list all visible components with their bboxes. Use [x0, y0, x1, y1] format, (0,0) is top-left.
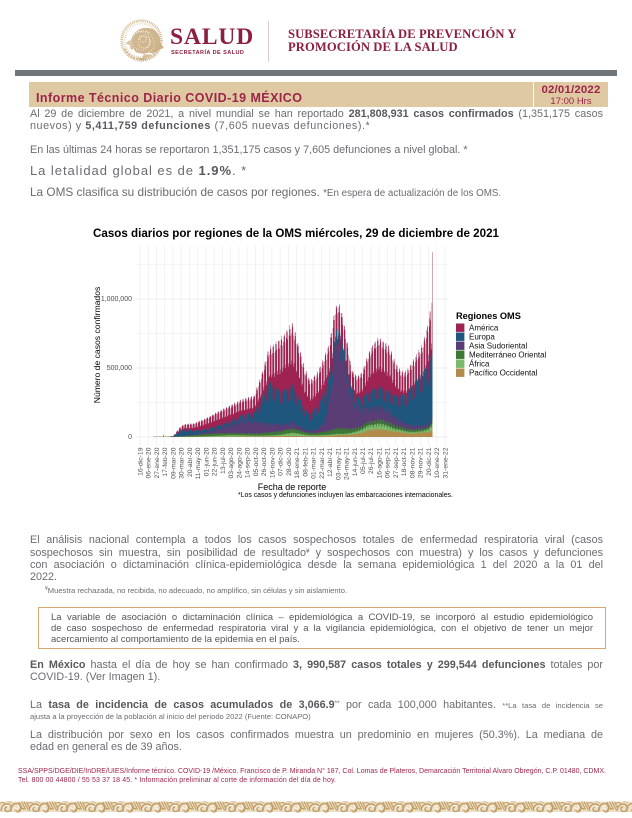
svg-text:06-ene-20: 06-ene-20 — [146, 447, 153, 478]
svg-text:12-abr-21: 12-abr-21 — [327, 447, 334, 477]
svg-text:18-oct-21: 18-oct-21 — [401, 447, 408, 476]
svg-text:24-ago-20: 24-ago-20 — [236, 447, 243, 478]
svg-text:31-ene-22: 31-ene-22 — [443, 447, 450, 478]
svg-text:01-jun-20: 01-jun-20 — [203, 447, 210, 476]
svg-text:08-nov-21: 08-nov-21 — [410, 447, 417, 478]
svg-text:África: África — [469, 360, 490, 369]
svg-text:06-sep-21: 06-sep-21 — [385, 447, 392, 478]
svg-text:América: América — [469, 324, 499, 333]
svg-text:500,000: 500,000 — [107, 365, 132, 372]
svg-text:01-mar-21: 01-mar-21 — [311, 447, 318, 479]
svg-text:1,000,000: 1,000,000 — [101, 296, 132, 303]
svg-text:10-ene-22: 10-ene-22 — [434, 447, 441, 478]
svg-text:27-sep-21: 27-sep-21 — [393, 447, 400, 478]
svg-text:27-ene-20: 27-ene-20 — [154, 447, 161, 478]
svg-text:Regiones OMS: Regiones OMS — [456, 311, 521, 321]
svg-text:05-oct-20: 05-oct-20 — [253, 447, 260, 476]
svg-text:26-oct-20: 26-oct-20 — [261, 447, 268, 476]
svg-text:22-jun-20: 22-jun-20 — [212, 447, 219, 476]
svg-text:11-may-20: 11-may-20 — [195, 447, 202, 479]
svg-text:20-dic-21: 20-dic-21 — [426, 447, 433, 476]
svg-text:14-jun-21: 14-jun-21 — [352, 447, 359, 476]
svg-text:17-feb-20: 17-feb-20 — [162, 447, 169, 476]
svg-text:18-ene-21: 18-ene-21 — [294, 447, 301, 478]
svg-text:Pacífico Occidental: Pacífico Occidental — [469, 369, 538, 378]
svg-text:16-dic-19: 16-dic-19 — [137, 447, 144, 476]
svg-text:Número de casos confirmados: Número de casos confirmados — [92, 287, 102, 404]
svg-text:24-may-21: 24-may-21 — [344, 447, 351, 480]
svg-text:08-feb-21: 08-feb-21 — [302, 447, 309, 476]
svg-text:Mediterráneo Oriental: Mediterráneo Oriental — [469, 351, 547, 360]
svg-text:03-ago-20: 03-ago-20 — [228, 447, 235, 478]
svg-text:29-nov-21: 29-nov-21 — [418, 447, 425, 478]
svg-text:26-jul-21: 26-jul-21 — [368, 447, 375, 474]
svg-text:16-ago-21: 16-ago-21 — [377, 447, 384, 478]
svg-text:05-jul-21: 05-jul-21 — [360, 447, 367, 474]
svg-text:16-nov-20: 16-nov-20 — [269, 447, 276, 478]
svg-text:09-mar-20: 09-mar-20 — [170, 447, 177, 479]
svg-text:28-dic-20: 28-dic-20 — [286, 447, 293, 476]
svg-text:Europa: Europa — [469, 333, 495, 342]
svg-text:0: 0 — [128, 434, 132, 441]
svg-text:30-mar-20: 30-mar-20 — [179, 447, 186, 479]
svg-text:22-mar-21: 22-mar-21 — [319, 447, 326, 479]
svg-text:13-jul-20: 13-jul-20 — [220, 447, 227, 474]
svg-text:Asia Sudoriental: Asia Sudoriental — [469, 342, 527, 351]
svg-text:20-abr-20: 20-abr-20 — [187, 447, 194, 477]
svg-text:14-sep-20: 14-sep-20 — [245, 447, 252, 478]
svg-text:03-may-21: 03-may-21 — [335, 447, 342, 480]
svg-text:07-dic-20: 07-dic-20 — [278, 447, 285, 476]
